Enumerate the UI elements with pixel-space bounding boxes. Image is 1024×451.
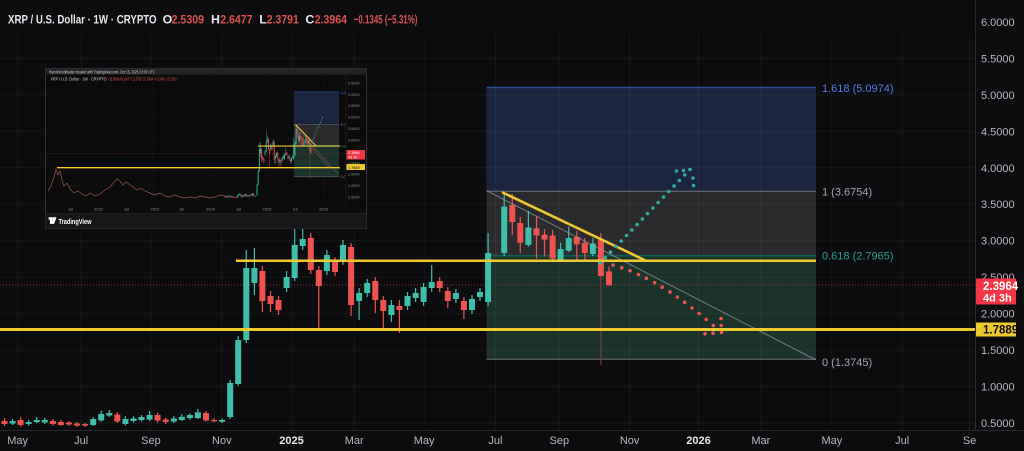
svg-text:Sep: Sep [550,435,570,447]
svg-text:Nov: Nov [620,435,640,447]
svg-text:2026: 2026 [686,435,710,447]
svg-text:2025: 2025 [263,207,273,212]
svg-text:4.5000: 4.5000 [348,104,360,108]
svg-text:4.0000: 4.0000 [981,163,1015,175]
svg-text:XRP / U.S. Dollar · 1W · CRYPT: XRP / U.S. Dollar · 1W · CRYPTO [8,13,157,27]
svg-text:3.5000: 3.5000 [348,127,360,131]
svg-text:2025: 2025 [279,435,303,447]
svg-text:4.5000: 4.5000 [981,126,1015,138]
svg-text:XRP / U.S. Dollar · 1W · CRYPT: XRP / U.S. Dollar · 1W · CRYPTO [51,76,108,81]
svg-text:Mar: Mar [751,435,770,447]
svg-text:0.5000: 0.5000 [981,418,1015,430]
svg-text:3.5000: 3.5000 [981,199,1015,211]
svg-text:0 (1.3745): 0 (1.3745) [822,357,872,369]
svg-text:2.6477: 2.6477 [220,13,252,27]
svg-text:2.0000: 2.0000 [981,309,1015,321]
svg-text:TradingView: TradingView [59,217,92,226]
svg-text:1 (3.6754): 1 (3.6754) [822,187,872,199]
svg-text:2.3964: 2.3964 [983,281,1019,293]
svg-text:1.7889: 1.7889 [348,166,360,170]
svg-text:0.5000: 0.5000 [348,196,360,200]
svg-text:1.0000: 1.0000 [981,382,1015,394]
svg-text:2.0000: 2.0000 [348,161,360,165]
svg-text:2.5309: 2.5309 [172,13,204,27]
svg-text:C: C [305,13,314,27]
svg-text:2026: 2026 [319,207,329,212]
svg-text:May: May [414,435,435,447]
svg-text:1.5000: 1.5000 [981,345,1015,357]
svg-text:Jul: Jul [895,435,909,447]
svg-text:Jul: Jul [124,207,129,212]
svg-text:5.0000: 5.0000 [348,93,360,97]
svg-text:4d 3h: 4d 3h [348,156,358,160]
svg-text:3.0000: 3.0000 [981,236,1015,248]
svg-text:5.0000: 5.0000 [981,90,1015,102]
svg-text:May: May [822,435,843,447]
svg-text:2022: 2022 [94,207,104,212]
svg-text:thecoin/cooltrader created wit: thecoin/cooltrader created with TradingV… [49,69,155,74]
svg-text:1 (: 1 ( [341,123,346,127]
svg-text:1.5000: 1.5000 [348,173,360,177]
svg-text:−0.1345 (−5.31%): −0.1345 (−5.31%) [354,13,418,27]
svg-text:May: May [7,435,28,447]
svg-text:Jul: Jul [74,435,88,447]
svg-text:Jul: Jul [68,207,73,212]
svg-text:2023: 2023 [150,207,160,212]
svg-text:2024: 2024 [206,207,216,212]
svg-text:1.618 (5.0974): 1.618 (5.0974) [822,83,894,95]
svg-text:1.6: 1.6 [341,91,346,95]
svg-text:Mar: Mar [345,435,364,447]
svg-text:2.3964: 2.3964 [315,13,347,27]
svg-text:Jul: Jul [236,207,241,212]
svg-text:1.0000: 1.0000 [348,184,360,188]
svg-text:Nov: Nov [212,435,232,447]
svg-text:Se: Se [963,435,976,447]
svg-text:Jul: Jul [179,207,184,212]
svg-text:O: O [163,13,173,27]
svg-text:0.6: 0.6 [341,145,346,149]
svg-text:3.0000: 3.0000 [348,138,360,142]
svg-text:O2.5309 H2.6477 L2.3791 C2.396: O2.5309 H2.6477 L2.3791 C2.3964 −0.1345 … [109,76,177,81]
svg-text:Sep: Sep [141,435,161,447]
svg-text:Jul: Jul [292,207,297,212]
svg-text:5.5000: 5.5000 [348,82,360,86]
svg-text:Jul: Jul [488,435,502,447]
svg-text:2.3791: 2.3791 [267,13,299,27]
svg-text:4.0000: 4.0000 [348,116,360,120]
svg-text:0.618 (2.7965): 0.618 (2.7965) [822,251,894,263]
svg-text:1.7889: 1.7889 [983,325,1018,337]
svg-text:H: H [211,13,220,27]
svg-text:L: L [259,13,267,27]
svg-text:0 (: 0 ( [341,175,346,179]
svg-text:4d 3h: 4d 3h [983,293,1012,305]
svg-text:6.0000: 6.0000 [981,17,1015,29]
svg-text:5.5000: 5.5000 [981,54,1015,66]
svg-text:2.3964: 2.3964 [348,151,360,155]
